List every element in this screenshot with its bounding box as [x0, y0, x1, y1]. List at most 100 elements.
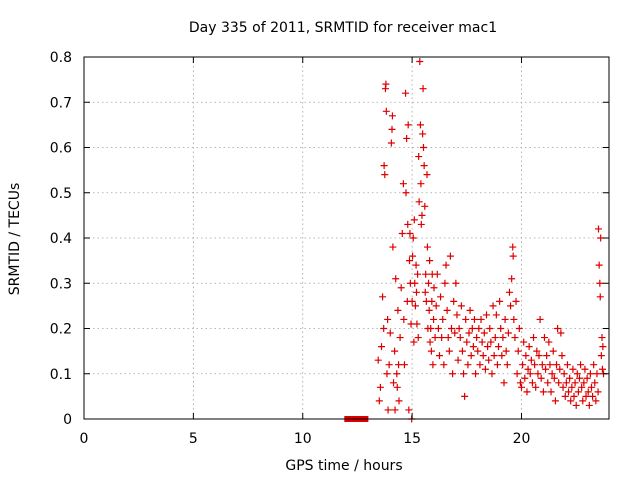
data-point [475, 325, 483, 332]
data-point [532, 383, 540, 391]
data-point [408, 297, 416, 305]
data-point [513, 370, 521, 378]
data-point [453, 311, 461, 319]
data-point [410, 338, 418, 346]
data-point [417, 180, 425, 188]
data-point [468, 325, 476, 332]
data-point [464, 361, 472, 369]
data-point [425, 306, 433, 314]
data-point [448, 325, 455, 332]
data-point [435, 352, 443, 360]
data-point [599, 343, 607, 351]
data-point [508, 275, 516, 283]
data-point [434, 325, 442, 332]
data-point [384, 315, 392, 323]
data-point [544, 379, 552, 387]
data-point [507, 302, 515, 310]
data-point [492, 311, 500, 319]
data-point [548, 370, 556, 378]
data-point [569, 365, 577, 373]
data-point [497, 325, 505, 332]
axis-ticks [83, 56, 609, 420]
data-point [441, 279, 449, 287]
data-point [596, 279, 604, 287]
data-point [598, 334, 606, 342]
data-point [480, 329, 488, 337]
data-point [404, 220, 412, 228]
data-point [438, 334, 446, 342]
data-point [396, 334, 404, 342]
data-point [457, 302, 465, 310]
data-point [403, 134, 411, 142]
data-point [585, 401, 593, 409]
data-point [419, 85, 427, 93]
y-tick-label: 0.4 [50, 231, 72, 247]
data-point [384, 406, 392, 414]
data-point [530, 334, 538, 342]
data-point [375, 397, 383, 405]
data-point [409, 252, 417, 260]
data-point [381, 171, 389, 179]
data-point [515, 325, 523, 332]
data-point [421, 202, 429, 210]
data-point [431, 334, 439, 342]
data-point [391, 406, 399, 414]
data-point [578, 383, 586, 391]
data-point [510, 315, 518, 323]
data-point [417, 220, 425, 228]
data-point [524, 365, 532, 373]
data-point [589, 392, 597, 400]
data-point [391, 347, 399, 355]
x-tick-label: 5 [189, 431, 198, 447]
data-point [511, 334, 519, 342]
data-point [400, 361, 408, 369]
data-point [498, 352, 506, 360]
data-point [420, 162, 428, 170]
data-point [580, 379, 588, 387]
data-point [568, 383, 576, 391]
data-point [501, 315, 509, 323]
data-point [430, 315, 438, 323]
data-point [402, 89, 410, 97]
data-point [406, 257, 413, 265]
data-point [586, 370, 594, 378]
data-point [591, 379, 599, 387]
data-point [484, 343, 492, 351]
data-point [422, 270, 430, 278]
data-point [380, 162, 388, 170]
data-point [491, 334, 499, 342]
data-point [495, 343, 503, 351]
data-point [558, 352, 566, 360]
data-point [397, 284, 405, 292]
data-point [596, 293, 604, 301]
data-point [423, 243, 431, 251]
x-tick-labels: 0 5 10 15 20 [80, 431, 531, 447]
data-point [386, 329, 394, 337]
data-point [469, 343, 477, 351]
data-point [562, 379, 570, 387]
data-point [595, 225, 602, 233]
data-point [463, 338, 471, 346]
data-point [418, 211, 426, 219]
data-point [398, 229, 406, 237]
data-point [427, 325, 435, 332]
chart-title: Day 335 of 2011, SRMTID for receiver mac… [189, 20, 497, 36]
y-tick-label: 0.6 [50, 141, 72, 157]
data-point [521, 374, 529, 382]
data-point [499, 334, 507, 342]
data-point [478, 338, 486, 346]
data-point [488, 370, 496, 378]
data-point [440, 361, 448, 369]
data-point [395, 361, 403, 369]
data-point [575, 374, 583, 382]
x-tick-label: 20 [513, 431, 531, 447]
data-point [547, 388, 555, 396]
data-point [444, 334, 452, 342]
data-point [374, 356, 382, 364]
data-point [414, 270, 422, 278]
data-point [413, 288, 420, 296]
data-point [493, 361, 501, 369]
data-point [542, 365, 550, 373]
data-point [390, 379, 398, 387]
data-point [579, 397, 587, 405]
